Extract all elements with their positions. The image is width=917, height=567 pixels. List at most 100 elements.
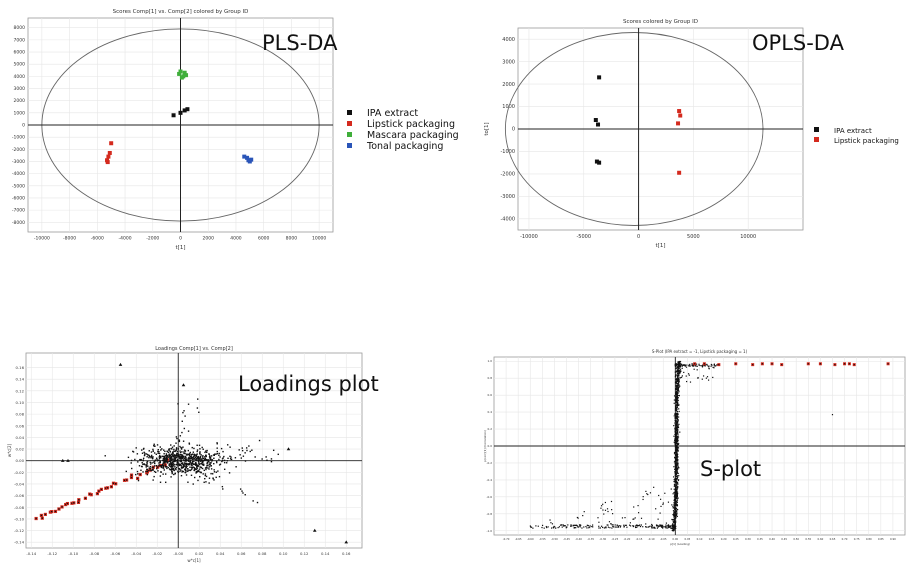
pls-y-tick-label: 0 — [22, 123, 25, 129]
splot-point — [570, 525, 572, 527]
loadings-point — [244, 452, 246, 454]
splot-point — [659, 524, 661, 526]
loadings-point — [149, 461, 151, 464]
splot-point — [677, 426, 680, 429]
splot-point — [671, 518, 673, 521]
splot-point — [675, 363, 678, 365]
splot-point — [665, 522, 668, 524]
loadings-point — [171, 448, 173, 450]
loadings-point — [216, 447, 218, 449]
splot-point — [677, 365, 679, 368]
loadings-point — [242, 492, 244, 494]
loadings-point — [215, 476, 217, 479]
splot-point — [675, 378, 677, 381]
splot-point — [675, 501, 677, 504]
splot-point — [547, 526, 549, 528]
splot-point — [604, 509, 607, 511]
loadings-point — [209, 456, 211, 458]
splot-point — [676, 409, 678, 411]
splot-point — [660, 505, 662, 508]
splot-point — [676, 370, 678, 372]
splot-point — [673, 508, 676, 510]
splot-point — [676, 384, 679, 386]
splot-point — [677, 472, 679, 475]
splot-point — [676, 469, 678, 471]
loadings-point — [153, 443, 155, 445]
loadings-point — [181, 420, 183, 422]
splot-point — [674, 473, 676, 475]
loadings-point — [164, 464, 166, 466]
splot-point — [597, 517, 599, 519]
splot-point — [678, 475, 680, 477]
splot-point — [673, 504, 675, 507]
splot-point — [677, 456, 679, 458]
splot-point — [577, 517, 579, 519]
loadings-point — [170, 464, 173, 467]
splot-point — [673, 476, 675, 478]
splot-point — [673, 519, 675, 521]
loadings-point — [216, 450, 219, 453]
splot-point — [679, 385, 681, 387]
loadings-point — [230, 456, 232, 458]
loadings-point — [216, 443, 218, 445]
splot-point — [583, 526, 585, 528]
pls-point — [107, 150, 112, 155]
splot-point — [677, 414, 679, 416]
splot-point — [676, 439, 678, 441]
loadings-point — [145, 464, 148, 467]
loadings-point — [177, 455, 179, 458]
loadings-point — [66, 502, 69, 505]
splot-point — [671, 519, 674, 521]
loadings-point — [200, 462, 203, 464]
splot-point — [693, 368, 695, 370]
splot-y-tick-label: 0.0 — [488, 444, 493, 448]
loadings-point — [173, 453, 175, 456]
loadings-point — [160, 465, 163, 468]
loadings-point — [144, 453, 146, 456]
loadings-point — [213, 479, 215, 481]
splot-point — [614, 526, 616, 528]
loadings-point — [187, 403, 190, 405]
loadings-point — [130, 462, 132, 464]
splot-point — [623, 524, 625, 526]
splot-point — [672, 523, 674, 525]
loadings-point — [150, 469, 153, 472]
loadings-point — [157, 470, 159, 472]
splot-chart-title: S-Plot (IPA extract = -1, Lipstick packa… — [652, 349, 748, 354]
loadings-point — [158, 455, 161, 457]
pls-x-tick-label: 8000 — [286, 236, 298, 242]
splot-point — [673, 504, 675, 506]
splot-point — [675, 438, 677, 441]
loadings-point — [193, 453, 196, 456]
splot-point — [676, 483, 678, 485]
loadings-point — [186, 454, 189, 456]
loadings-point — [175, 455, 178, 457]
splot-point — [676, 397, 678, 399]
loadings-point — [173, 468, 175, 471]
splot-point — [678, 381, 680, 383]
loadings-point — [185, 474, 188, 476]
splot-point — [589, 525, 591, 527]
splot-point — [677, 375, 679, 377]
splot-point — [653, 486, 655, 488]
splot-point — [707, 365, 709, 367]
loadings-point — [188, 462, 191, 465]
splot-point — [676, 436, 678, 438]
pls-point — [171, 113, 176, 118]
loadings-point — [185, 458, 187, 461]
loadings-point — [239, 454, 241, 456]
splot-point — [575, 524, 578, 526]
loadings-point — [210, 465, 212, 467]
splot-point — [642, 496, 644, 498]
loadings-point — [197, 464, 199, 466]
splot-point — [676, 369, 679, 371]
loadings-point — [130, 476, 133, 479]
splot-point — [662, 527, 664, 529]
loadings-point — [199, 453, 201, 455]
splot-point — [675, 430, 677, 432]
loadings-point — [165, 460, 168, 463]
splot-x-tick-label: 0.85 — [878, 537, 884, 541]
splot-point — [681, 375, 683, 377]
splot-point — [681, 367, 683, 369]
loadings-point — [176, 461, 179, 463]
